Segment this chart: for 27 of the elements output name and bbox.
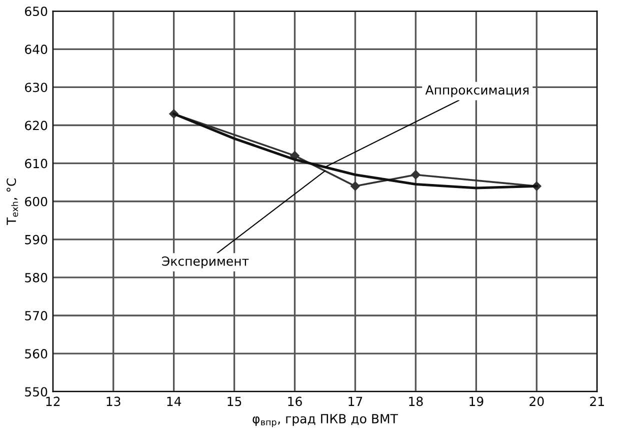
y-tick-label: 580 [25, 272, 48, 282]
y-tick-label: 640 [25, 44, 48, 54]
point [350, 182, 360, 191]
x-tick-label: 15 [228, 396, 242, 406]
x-tick-label: 13 [106, 396, 120, 406]
y-tick-label: 630 [25, 82, 48, 92]
text: Аппроксимация [425, 85, 528, 98]
y-tick-label: 550 [25, 387, 48, 397]
y-tick-label: 590 [25, 234, 48, 244]
y-tick-label: 600 [25, 196, 48, 206]
point [411, 170, 420, 180]
y-axis-title: T$_{exh}$, °C [6, 178, 18, 226]
y-tick-label: 560 [25, 349, 48, 358]
x-tick-label: 20 [530, 396, 544, 406]
y-tick-label: 620 [25, 120, 48, 130]
text: Эксперимент [162, 256, 249, 268]
x-tick-label: 14 [167, 396, 182, 406]
x-axis-title: φ$_{впр}$, град ПКВ до ВМТ [252, 414, 398, 428]
x-tick-label: 16 [288, 396, 302, 406]
x-tick-label: 21 [590, 396, 604, 406]
y-tick-label: 610 [25, 158, 48, 168]
x-tick-label: 17 [348, 396, 362, 406]
x-tick-label: 18 [409, 396, 423, 406]
y-tick-label: 650 [25, 6, 48, 16]
x-tick-label: 19 [470, 396, 484, 406]
y-tick-label: 570 [25, 310, 48, 320]
x-tick-label: 12 [46, 396, 60, 406]
